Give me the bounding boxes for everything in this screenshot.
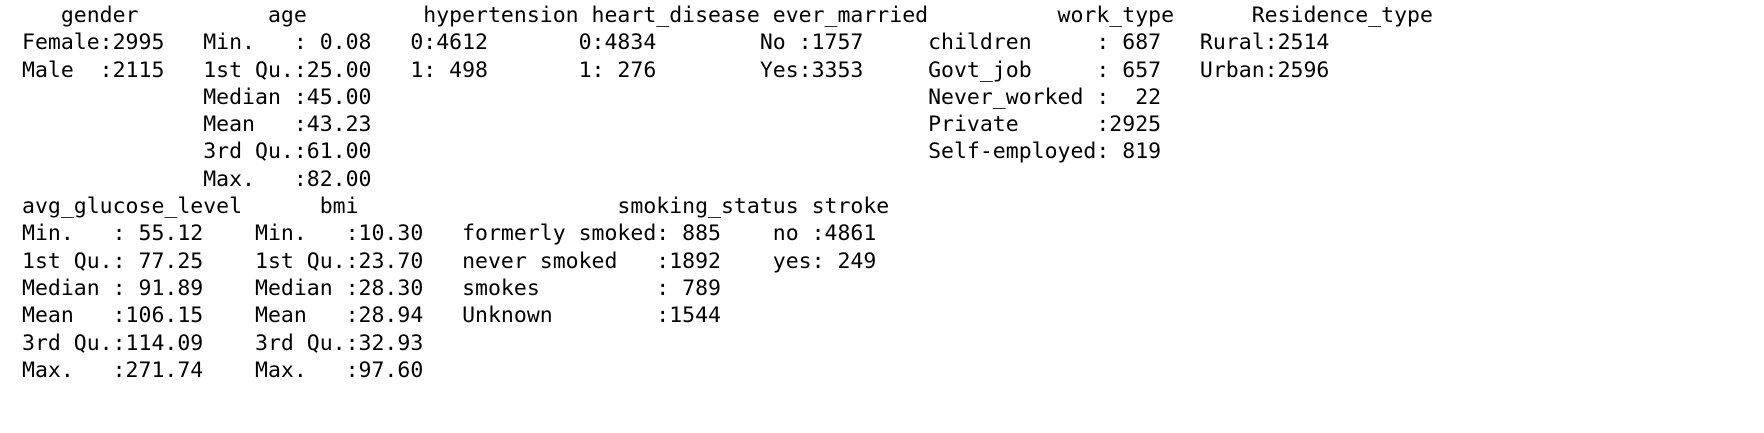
summary-row: Median :45.00 Never_worked : 22: [22, 84, 1162, 110]
r-summary-output: gender age hypertension heart_disease ev…: [22, 2, 1433, 384]
summary-row: Median : 91.89 Median :28.30 smokes : 78…: [22, 275, 721, 301]
summary-row: 3rd Qu.:61.00 Self-employed: 819: [22, 139, 1162, 165]
summary-row: 1st Qu.: 77.25 1st Qu.:23.70 never smoke…: [22, 248, 877, 274]
summary-row: 3rd Qu.:114.09 3rd Qu.:32.93: [22, 330, 424, 356]
summary-row: Male :2115 1st Qu.:25.00 1: 498 1: 276 Y…: [22, 57, 1330, 83]
summary-row: Female:2995 Min. : 0.08 0:4612 0:4834 No…: [22, 30, 1330, 56]
summary-row: Mean :106.15 Mean :28.94 Unknown :1544: [22, 303, 721, 329]
summary-header-row-2: avg_glucose_level bmi smoking_status str…: [22, 194, 890, 220]
summary-row: Max. :271.74 Max. :97.60: [22, 357, 424, 383]
summary-row: Min. : 55.12 Min. :10.30 formerly smoked…: [22, 221, 877, 247]
summary-row: Mean :43.23 Private :2925: [22, 112, 1162, 138]
summary-header-row-1: gender age hypertension heart_disease ev…: [22, 3, 1433, 28]
summary-row: Max. :82.00: [22, 166, 372, 192]
